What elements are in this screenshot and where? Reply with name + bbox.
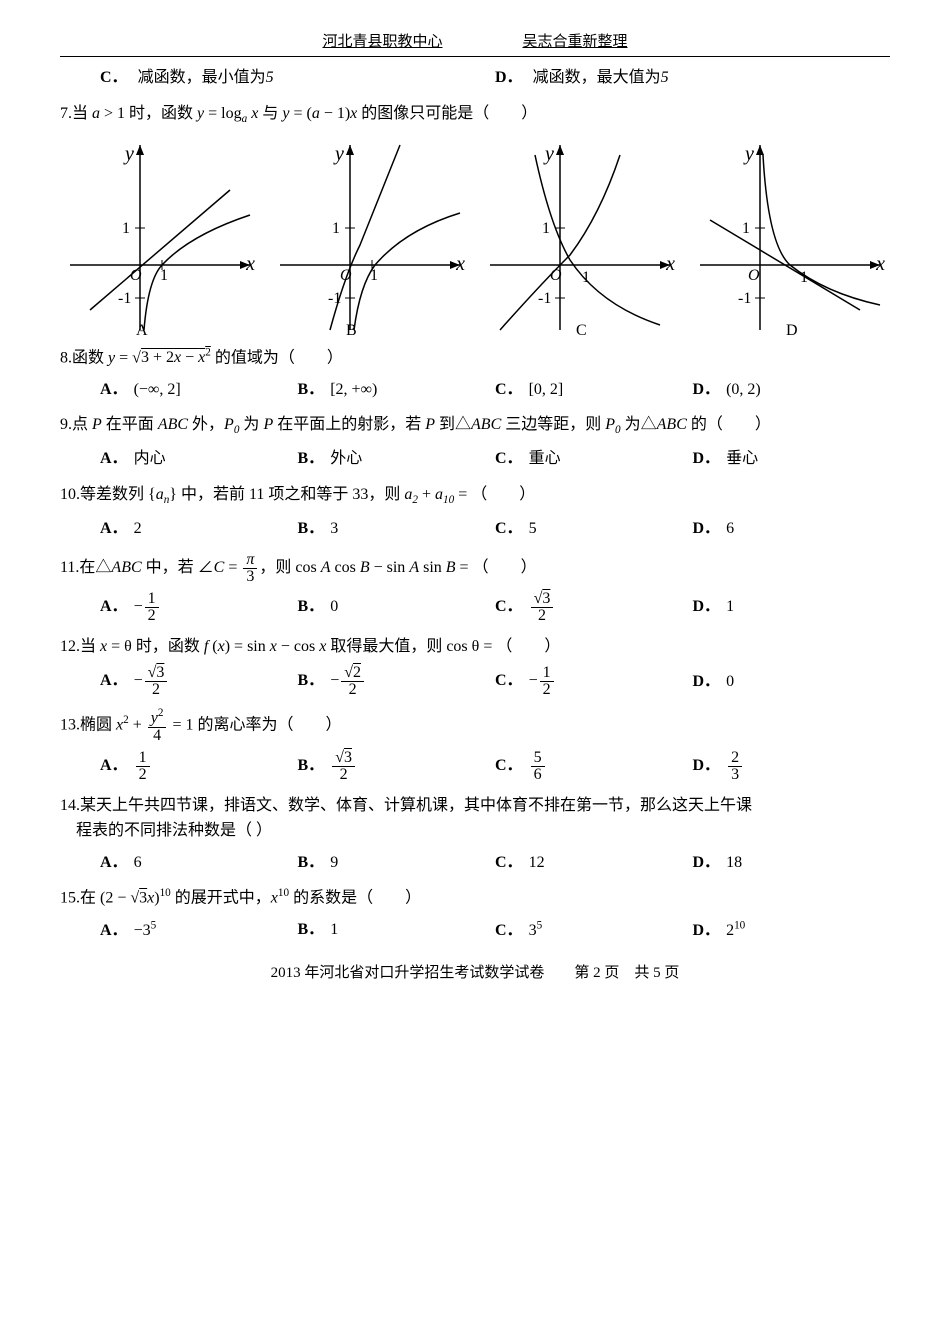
q8-d: D．(0, 2): [693, 377, 891, 403]
svg-text:-1: -1: [118, 290, 131, 307]
page-footer: 2013 年河北省对口升学招生考试数学试卷 第 2 页 共 5 页: [60, 961, 890, 985]
svg-text:x: x: [875, 253, 885, 275]
q9-a: A．内心: [100, 446, 298, 472]
q13-a: A．12: [100, 750, 298, 783]
q6-options: C． 减函数，最小值为5 D． 减函数，最大值为5: [100, 65, 890, 91]
q9-c: C．重心: [495, 446, 693, 472]
svg-text:B: B: [346, 322, 357, 335]
q7-graph-a: y x O 1 1 -1 A: [60, 135, 260, 335]
q11-a: A．−12: [100, 591, 298, 624]
q15-c: C．35: [495, 917, 693, 943]
svg-text:1: 1: [160, 267, 168, 284]
svg-text:y: y: [333, 143, 344, 165]
header-rule: [60, 56, 890, 57]
svg-text:D: D: [786, 322, 798, 335]
svg-text:y: y: [123, 143, 134, 165]
svg-text:-1: -1: [738, 290, 751, 307]
q14-stem-2: 程表的不同排法种数是（ ）: [76, 818, 890, 844]
q11-b: B．0: [298, 594, 496, 620]
q6-c-val: 5: [266, 69, 274, 86]
svg-text:y: y: [543, 143, 554, 165]
q14-options: A．6 B．9 C．12 D．18: [100, 850, 890, 876]
q12-b: B．−√22: [298, 665, 496, 698]
svg-text:1: 1: [542, 220, 550, 237]
svg-text:x: x: [665, 253, 675, 275]
svg-text:1: 1: [332, 220, 340, 237]
q8-stem: 8.函数 y = √3 + 2x − x2 的值域为（ ）: [60, 345, 890, 371]
q10-d: D．6: [693, 516, 891, 542]
q12-d: D．0: [693, 669, 891, 695]
opt-label-d: D．: [495, 69, 523, 86]
svg-text:y: y: [743, 143, 754, 165]
q13-b: B．√32: [298, 750, 496, 783]
q10-b: B．3: [298, 516, 496, 542]
svg-text:O: O: [130, 267, 142, 284]
q8-b: B．[2, +∞): [298, 377, 496, 403]
q14-stem-1: 14.某天上午共四节课，排语文、数学、体育、计算机课，其中体育不排在第一节，那么…: [60, 793, 890, 819]
q10-stem: 10.等差数列 {an} 中，若前 11 项之和等于 33，则 a2 + a10…: [60, 482, 890, 510]
q10-c: C．5: [495, 516, 693, 542]
q14-a: A．6: [100, 850, 298, 876]
q7-graphs: y x O 1 1 -1 A y x O 1 1 -1 B: [60, 135, 890, 335]
svg-text:O: O: [748, 267, 760, 284]
q7-stem: 7.当 a > 1 时，函数 y = loga x 与 y = (a − 1)x…: [60, 101, 890, 129]
q15-a: A．−35: [100, 917, 298, 943]
q8-c: C．[0, 2]: [495, 377, 693, 403]
q13-c: C．56: [495, 750, 693, 783]
q7-graph-b: y x O 1 1 -1 B: [270, 135, 470, 335]
q12-a: A．−√32: [100, 665, 298, 698]
q12-c: C．−12: [495, 665, 693, 698]
q6-opt-c: C． 减函数，最小值为5: [100, 65, 495, 91]
q8-a: A．(−∞, 2]: [100, 377, 298, 403]
q6-opt-d: D． 减函数，最大值为5: [495, 65, 890, 91]
q11-d: D．1: [693, 594, 891, 620]
q10-a: A．2: [100, 516, 298, 542]
q6-d-text: 减函数，最大值为: [533, 69, 661, 86]
q11-options: A．−12 B．0 C．√32 D．1: [100, 591, 890, 624]
q15-d: D．210: [693, 917, 891, 943]
page-header: 河北青县职教中心 吴志合重新整理: [60, 30, 890, 54]
svg-text:1: 1: [122, 220, 130, 237]
q10-options: A．2 B．3 C．5 D．6: [100, 516, 890, 542]
q15-stem: 15.在 (2 − √3x)10 的展开式中，x10 的系数是（ ）: [60, 885, 890, 911]
q12-stem: 12.当 x = θ 时，函数 f (x) = sin x − cos x 取得…: [60, 634, 890, 660]
q13-stem: 13.椭圆 x2 + y24 = 1 的离心率为（ ）: [60, 708, 890, 743]
svg-text:C: C: [576, 322, 587, 335]
q13-options: A．12 B．√32 C．56 D．23: [100, 750, 890, 783]
opt-label-c: C．: [100, 69, 128, 86]
q15-options: A．−35 B．1 C．35 D．210: [100, 917, 890, 943]
q14-d: D．18: [693, 850, 891, 876]
header-left: 河北青县职教中心: [322, 30, 442, 54]
svg-text:x: x: [455, 253, 465, 275]
q7-graph-c: y x O 1 1 -1 C: [480, 135, 680, 335]
q6-d-val: 5: [661, 69, 669, 86]
q14-c: C．12: [495, 850, 693, 876]
svg-text:1: 1: [742, 220, 750, 237]
q9-stem: 9.点 P 在平面 ABC 外，P0 为 P 在平面上的射影，若 P 到△ABC…: [60, 412, 890, 440]
q6-c-text: 减函数，最小值为: [138, 69, 266, 86]
q11-c: C．√32: [495, 591, 693, 624]
q15-b: B．1: [298, 917, 496, 943]
q9-options: A．内心 B．外心 C．重心 D．垂心: [100, 446, 890, 472]
svg-text:-1: -1: [538, 290, 551, 307]
svg-text:A: A: [136, 322, 148, 335]
q14-b: B．9: [298, 850, 496, 876]
q11-stem: 11.在△ABC 中，若 ∠C = π3，则 cos A cos B − sin…: [60, 552, 890, 585]
svg-text:O: O: [340, 267, 352, 284]
svg-text:x: x: [245, 253, 255, 275]
q8-options: A．(−∞, 2] B．[2, +∞) C．[0, 2] D．(0, 2): [100, 377, 890, 403]
q9-b: B．外心: [298, 446, 496, 472]
header-right: 吴志合重新整理: [523, 30, 628, 54]
q13-d: D．23: [693, 750, 891, 783]
q9-d: D．垂心: [693, 446, 891, 472]
q7-graph-d: y x O 1 1 -1 D: [690, 135, 890, 335]
q12-options: A．−√32 B．−√22 C．−12 D．0: [100, 665, 890, 698]
